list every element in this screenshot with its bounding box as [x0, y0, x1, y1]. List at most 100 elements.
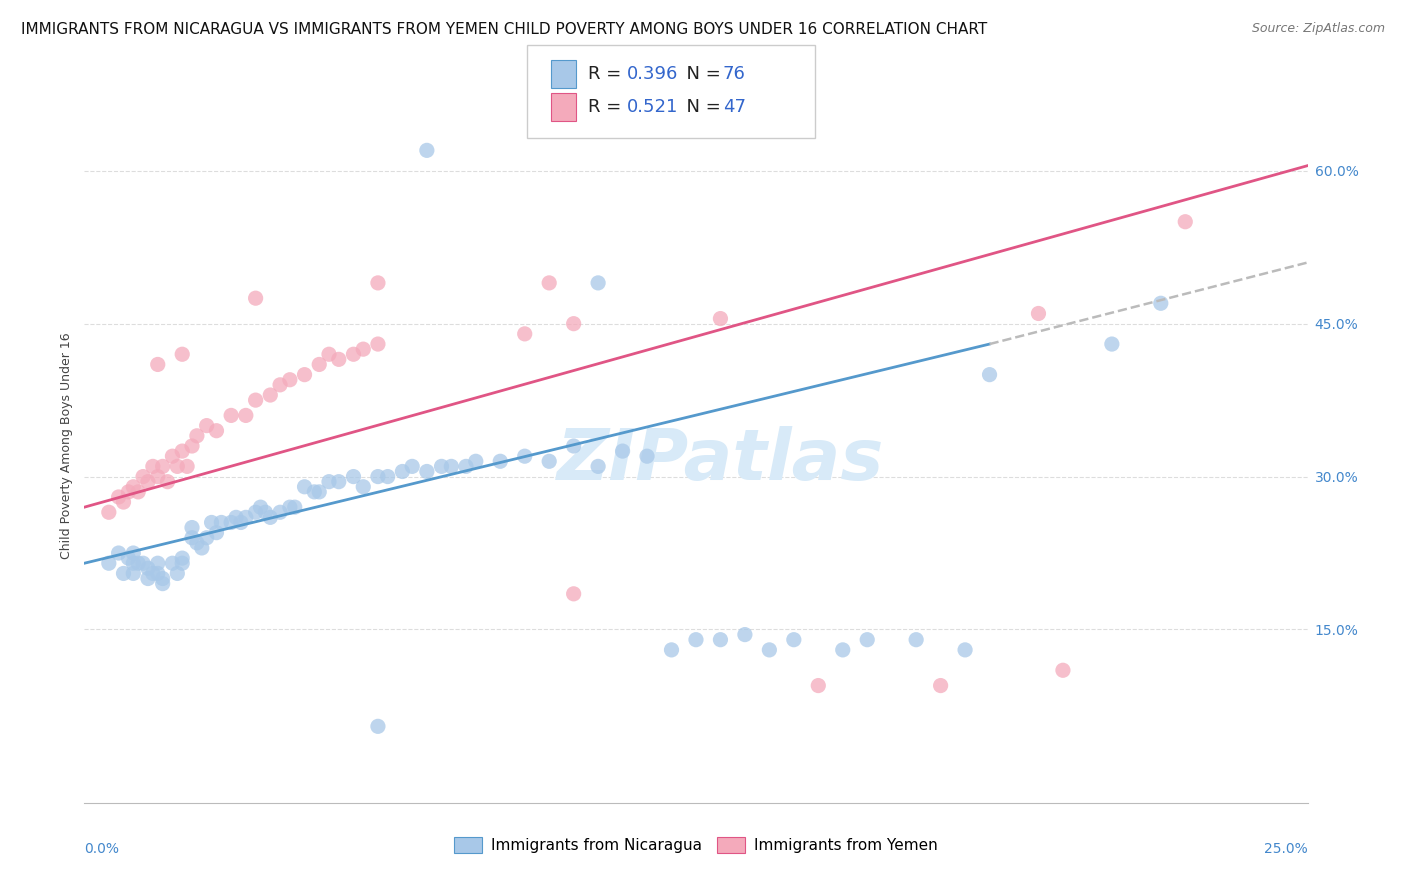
Point: [352, 342, 374, 356]
Point: [1101, 337, 1123, 351]
Point: [132, 556, 155, 570]
Text: R =: R =: [588, 65, 627, 83]
Point: [318, 347, 340, 361]
Point: [294, 480, 316, 494]
Y-axis label: Child Poverty Among Boys Under 16: Child Poverty Among Boys Under 16: [59, 333, 73, 559]
Point: [734, 627, 756, 641]
Point: [235, 409, 257, 423]
Text: ZIPatlas: ZIPatlas: [557, 425, 884, 495]
Point: [195, 418, 218, 433]
Point: [430, 459, 453, 474]
Point: [162, 556, 184, 570]
Text: Source: ZipAtlas.com: Source: ZipAtlas.com: [1251, 22, 1385, 36]
Point: [562, 587, 585, 601]
Point: [107, 490, 129, 504]
Point: [225, 510, 247, 524]
Text: 0.396: 0.396: [627, 65, 679, 83]
Point: [97, 556, 120, 570]
Point: [172, 551, 194, 566]
Point: [117, 484, 139, 499]
Point: [142, 566, 165, 581]
Point: [612, 444, 634, 458]
Point: [416, 465, 439, 479]
Point: [562, 439, 585, 453]
Point: [146, 469, 169, 483]
Point: [783, 632, 806, 647]
Point: [328, 475, 350, 489]
Point: [929, 679, 952, 693]
Point: [278, 373, 301, 387]
Point: [127, 484, 149, 499]
Point: [181, 520, 204, 534]
Point: [132, 469, 155, 483]
Point: [377, 469, 399, 483]
Text: IMMIGRANTS FROM NICARAGUA VS IMMIGRANTS FROM YEMEN CHILD POVERTY AMONG BOYS UNDE: IMMIGRANTS FROM NICARAGUA VS IMMIGRANTS …: [21, 22, 987, 37]
Point: [259, 388, 281, 402]
Point: [454, 459, 477, 474]
Point: [229, 516, 252, 530]
Point: [367, 276, 389, 290]
Point: [259, 510, 281, 524]
Point: [186, 429, 208, 443]
Point: [538, 454, 561, 468]
Point: [136, 561, 159, 575]
Point: [146, 358, 169, 372]
Point: [152, 576, 174, 591]
Point: [136, 572, 159, 586]
Point: [152, 459, 174, 474]
Point: [122, 546, 145, 560]
Point: [1174, 215, 1197, 229]
Text: 0.521: 0.521: [627, 98, 679, 116]
Point: [146, 566, 169, 581]
Point: [97, 505, 120, 519]
Point: [856, 632, 879, 647]
Point: [162, 449, 184, 463]
Point: [709, 632, 731, 647]
Point: [219, 516, 242, 530]
Point: [489, 454, 512, 468]
Text: R =: R =: [588, 98, 627, 116]
Point: [586, 276, 609, 290]
Point: [318, 475, 340, 489]
Point: [181, 439, 204, 453]
Point: [308, 484, 330, 499]
Point: [166, 566, 188, 581]
Point: [1150, 296, 1173, 310]
Point: [513, 449, 536, 463]
Point: [245, 291, 267, 305]
Point: [200, 516, 222, 530]
Point: [342, 347, 364, 361]
Legend: Immigrants from Nicaragua, Immigrants from Yemen: Immigrants from Nicaragua, Immigrants fr…: [449, 831, 943, 859]
Text: 76: 76: [723, 65, 745, 83]
Point: [254, 505, 277, 519]
Point: [122, 480, 145, 494]
Point: [1052, 663, 1074, 677]
Point: [440, 459, 463, 474]
Point: [166, 459, 188, 474]
Point: [464, 454, 486, 468]
Point: [146, 556, 169, 570]
Point: [308, 358, 330, 372]
Point: [304, 484, 326, 499]
Point: [117, 551, 139, 566]
Point: [112, 495, 135, 509]
Point: [685, 632, 707, 647]
Point: [758, 643, 780, 657]
Point: [401, 459, 423, 474]
Point: [953, 643, 976, 657]
Point: [269, 505, 291, 519]
Point: [186, 536, 208, 550]
Text: 25.0%: 25.0%: [1264, 842, 1308, 855]
Point: [181, 531, 204, 545]
Point: [195, 531, 218, 545]
Point: [586, 459, 609, 474]
Point: [205, 525, 228, 540]
Point: [219, 409, 242, 423]
Point: [342, 469, 364, 483]
Point: [172, 347, 194, 361]
Point: [979, 368, 1001, 382]
Point: [205, 424, 228, 438]
Point: [142, 459, 165, 474]
Point: [391, 465, 413, 479]
Text: N =: N =: [675, 65, 727, 83]
